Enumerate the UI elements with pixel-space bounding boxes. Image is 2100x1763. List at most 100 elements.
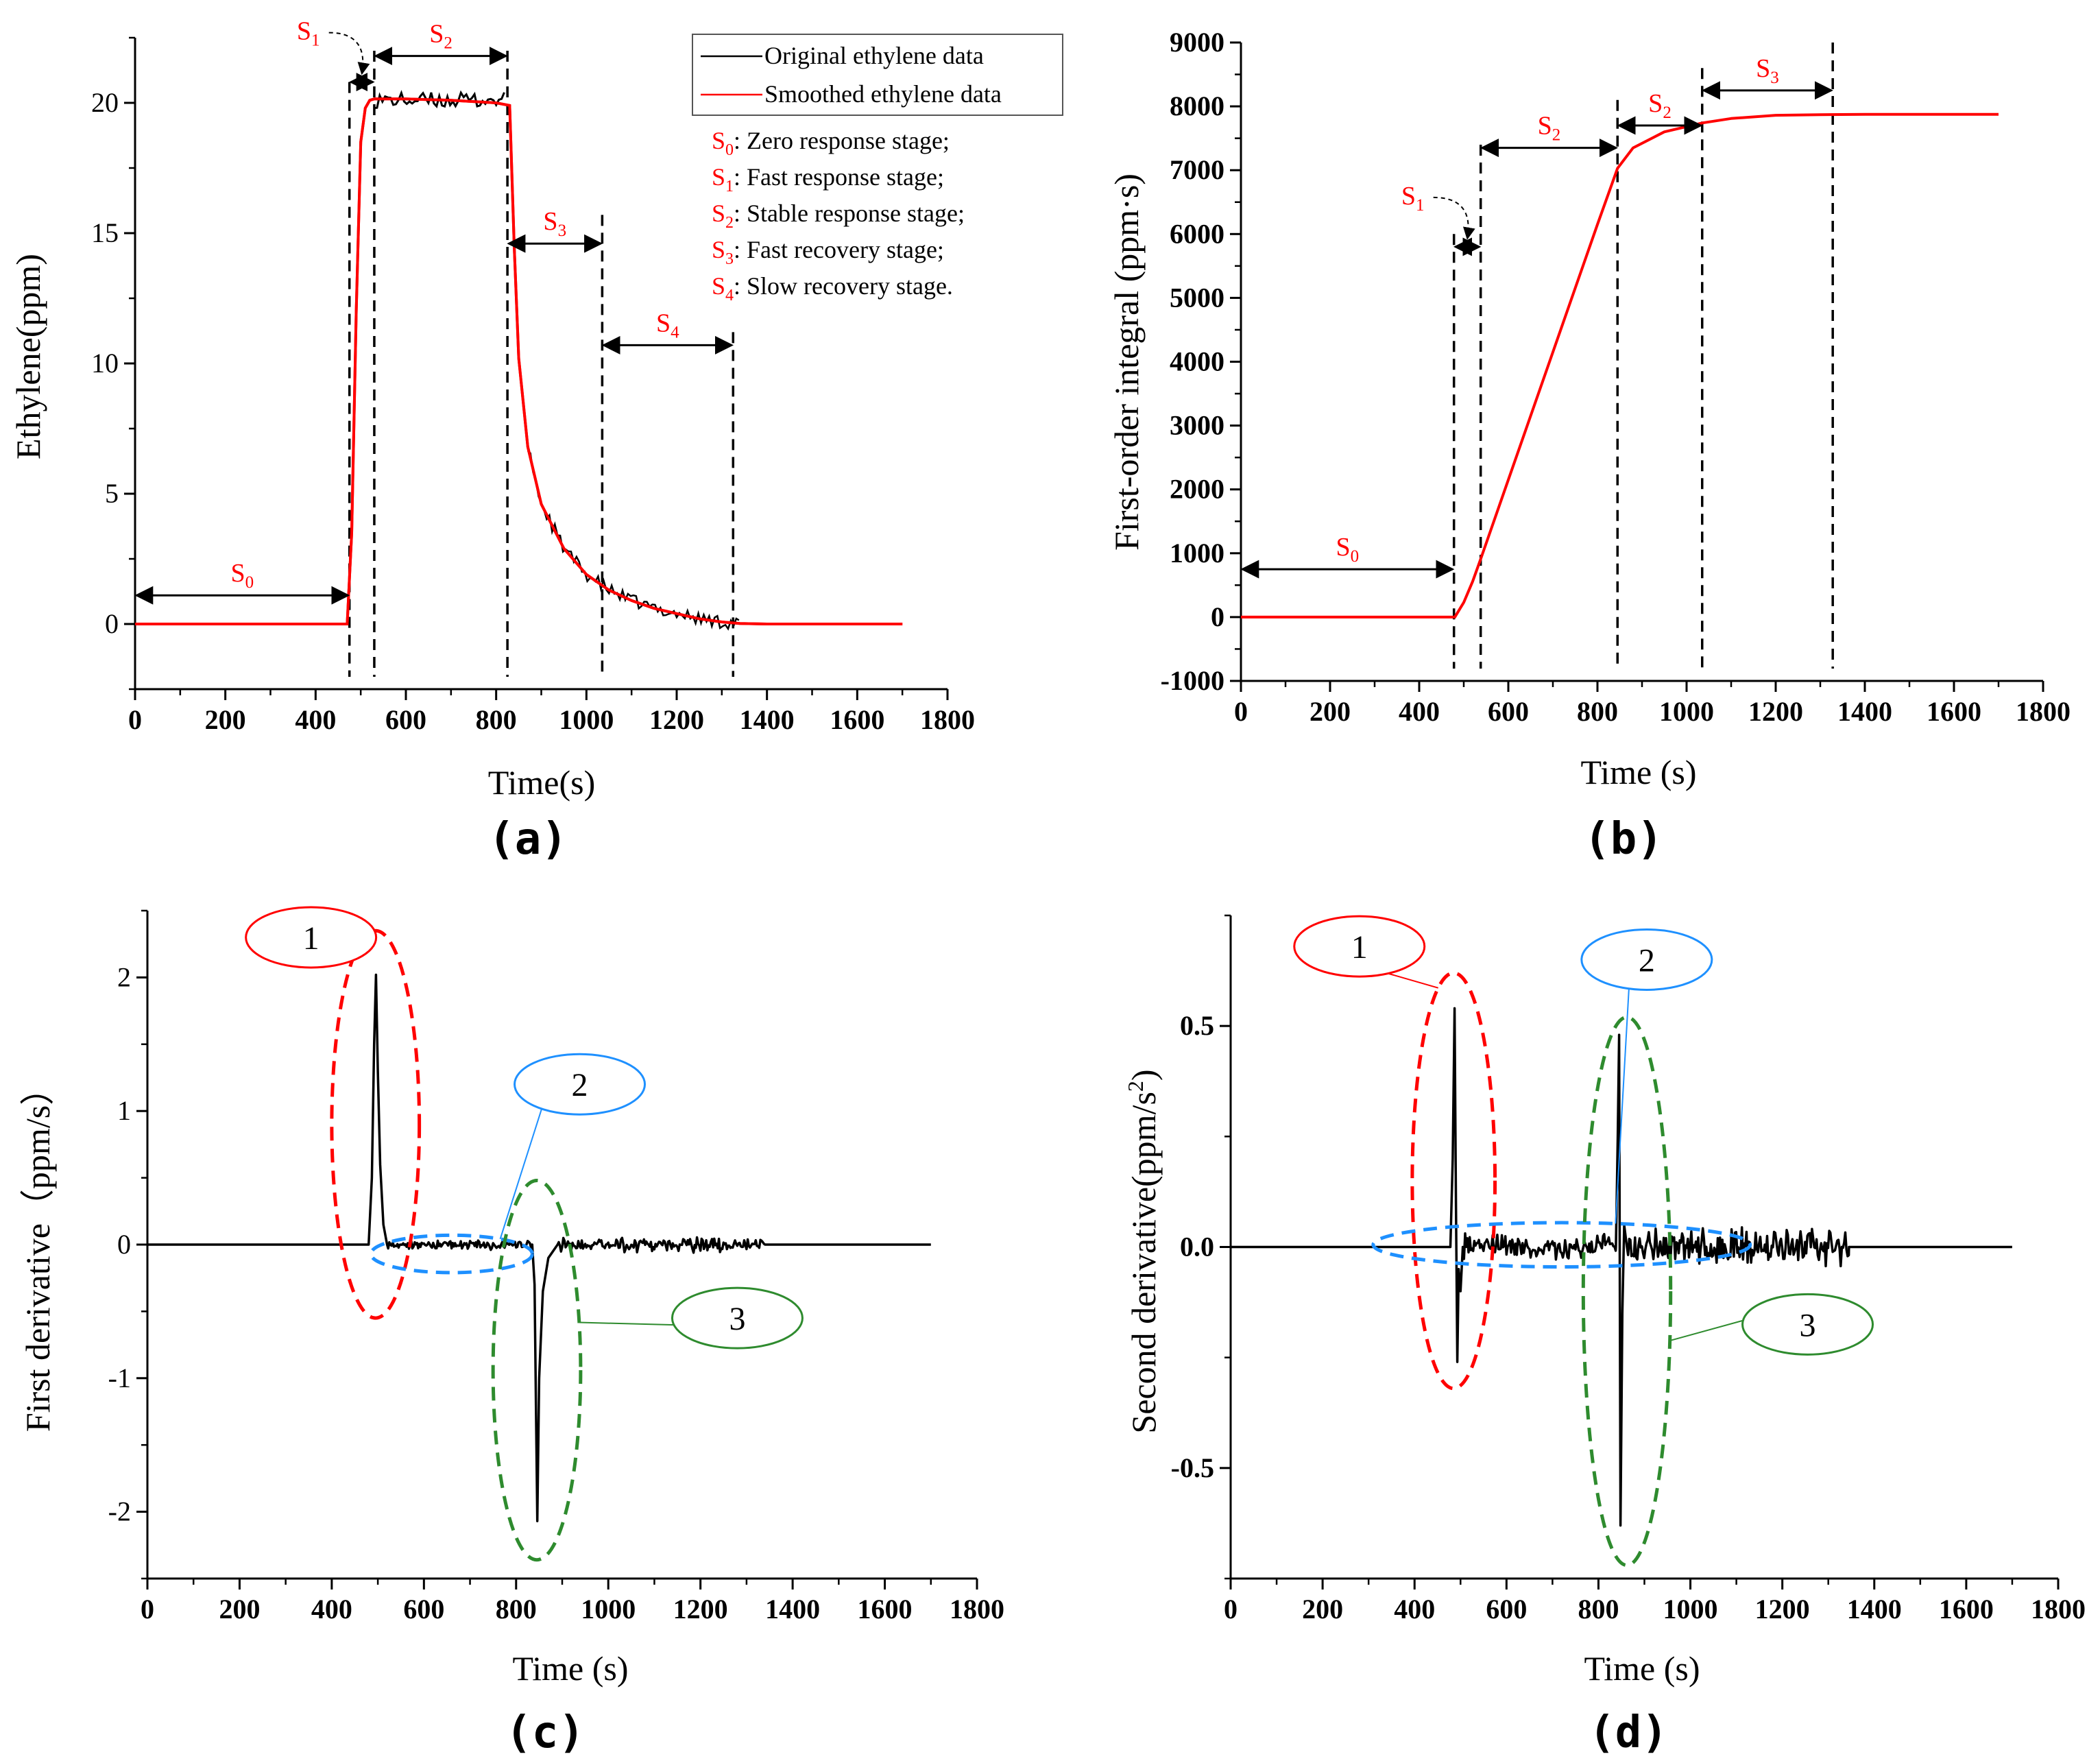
panel-a-x-tick-label: 1200	[649, 704, 704, 735]
panel-c-ylabel: First derivative（ppm/s）	[19, 1071, 57, 1432]
panel-a-legend: Original ethylene data Smoothed ethylene…	[692, 34, 1063, 116]
panel-b-series-line	[1241, 112, 1999, 619]
panel-d-annotation-number-1: 1	[1351, 929, 1368, 966]
panel-d-y-tick-label: 0.0	[1180, 1232, 1214, 1262]
panel-d-x-tick-label: 600	[1486, 1594, 1527, 1624]
panel-d-annotation-ellipse-2	[1371, 1221, 1752, 1269]
panel-a-x-tick-label: 400	[295, 704, 336, 735]
panel-d: 0 200 400 600 800 1000 1200 1400 1600 1800 -0.5 0.0…	[1123, 914, 2086, 1758]
stage-legend-s2-desc: : Stable response stage;	[734, 200, 965, 227]
panel-a-stage-label: S1	[297, 17, 320, 50]
panel-c-y-tick-label: -1	[108, 1363, 131, 1393]
panel-b-y-tick-label: 4000	[1170, 346, 1224, 377]
stage-legend-s4: S4: Slow recovery stage.	[712, 272, 953, 304]
panel-c-annotation-number-1: 1	[303, 920, 319, 957]
stage-legend-s4-sym: S	[712, 272, 725, 300]
panel-a-x-tick-label: 0	[128, 704, 142, 735]
panel-c-annotation-number-2: 2	[572, 1067, 588, 1103]
panel-d-annotation-ellipse-1	[1410, 971, 1497, 1391]
panel-b-y-tick-label: 7000	[1170, 154, 1224, 185]
panel-d-x-tick-label: 0	[1224, 1594, 1238, 1624]
panel-d-annotation-leader-3	[1669, 1319, 1748, 1342]
panel-b-x-tick-label: 1000	[1659, 696, 1714, 727]
panel-d-series-line	[1231, 1007, 2012, 1527]
panel-d-annotation-number-3: 3	[1800, 1307, 1816, 1343]
panel-a-smoothed-line	[135, 97, 903, 625]
stage-legend-s2: S2: Stable response stage;	[712, 200, 965, 232]
panel-c-x-tick-label: 1400	[765, 1594, 820, 1624]
panel-b-x-tick-label: 600	[1488, 696, 1529, 727]
panel-c-annotation-ellipse-2	[369, 1233, 534, 1275]
stage-legend-s4-desc: : Slow recovery stage.	[734, 272, 953, 300]
panel-c-y-tick-label: 2	[117, 961, 131, 992]
panel-a-y-tick-label: 5	[105, 478, 119, 509]
panel-c-x-tick-label: 1200	[673, 1594, 728, 1624]
panel-a-stage-label: S3	[543, 207, 566, 240]
panel-a-stage-label: S2	[429, 20, 452, 53]
panel-c-x-tick-label: 400	[311, 1594, 352, 1624]
panel-a-original-line-recovery	[527, 450, 740, 631]
stage-legend-s0-sub: 0	[725, 141, 734, 159]
stage-legend-s1: S1: Fast response stage;	[712, 163, 944, 195]
panel-c-y-tick-label: -2	[108, 1496, 131, 1527]
panel-c-x-tick-label: 0	[141, 1594, 154, 1624]
panel-d-annotation-badge-2	[1580, 928, 1713, 991]
panel-b-stage-label: S0	[1336, 533, 1360, 566]
panel-c-plot: 0 200 400 600 800 1000 1200 1400 1600 1800 -2 -1 0 1 2…	[108, 906, 1004, 1624]
panel-b-stage-label: S3	[1756, 54, 1779, 87]
panel-d-x-tick-label: 800	[1578, 1594, 1619, 1624]
panel-c: 0 200 400 600 800 1000 1200 1400 1600 1800 -2 -1 0 1 2…	[19, 906, 1004, 1758]
panel-b-y-tick-label: 5000	[1170, 282, 1224, 313]
panel-b-x-tick-label: 0	[1234, 696, 1248, 727]
panel-a-y-tick-label: 0	[105, 608, 119, 639]
stage-legend-s3-sub: 3	[725, 250, 734, 268]
panel-c-annotation-badge-2	[514, 1053, 647, 1116]
stage-legend-s3-desc: : Fast recovery stage;	[734, 236, 944, 263]
panel-b-stage-label: S2	[1538, 112, 1561, 145]
panel-a-x-tick-label: 200	[205, 704, 246, 735]
panel-c-annotation-ellipse-3	[491, 1178, 583, 1562]
panel-c-x-tick-label: 1800	[950, 1594, 1004, 1624]
stage-legend-s2-sym: S	[712, 200, 725, 227]
panel-a-y-tick-label: 20	[91, 87, 119, 118]
stage-legend-s0: S0: Zero response stage;	[712, 127, 950, 159]
panel-a-plot: 0 200 400 600 800 1000 1200 1400 1600 18000510152…	[91, 17, 975, 735]
panel-c-y-tick-label: 1	[117, 1095, 131, 1126]
stage-legend-s1-sym: S	[712, 163, 725, 191]
panel-b-x-tick-label: 1800	[2016, 696, 2071, 727]
panel-b-x-tick-label: 1600	[1927, 696, 1981, 727]
panel-a: 0 200 400 600 800 1000 1200 1400 1600 18000510152…	[9, 17, 1063, 865]
panel-c-series-line	[147, 973, 931, 1522]
panel-b-xlabel: Time (s)	[1580, 753, 1696, 791]
panel-c-annotation-number-3: 3	[729, 1301, 745, 1337]
panel-a-xlabel: Time(s)	[488, 763, 596, 802]
legend-frame	[692, 34, 1063, 116]
panel-b-ylabel: First-order integral (ppm·s)	[1107, 173, 1146, 551]
panel-a-stage-label: S4	[656, 309, 679, 341]
panel-a-label: (a)	[488, 814, 568, 865]
panel-b-y-tick-label: 0	[1211, 601, 1224, 632]
panel-b-x-tick-label: 200	[1310, 696, 1351, 727]
panel-b-y-tick-label: 2000	[1170, 474, 1224, 505]
panel-b-x-tick-label: 1200	[1748, 696, 1803, 727]
panel-a-x-tick-label: 1800	[920, 704, 975, 735]
panel-b-x-tick-label: 1400	[1837, 696, 1892, 727]
panel-d-x-tick-label: 1400	[1847, 1594, 1902, 1624]
stage-legend: S0: Zero response stage; S1: Fast respon…	[712, 127, 965, 304]
panel-a-x-tick-label: 1600	[830, 704, 884, 735]
panel-c-x-tick-label: 1000	[581, 1594, 636, 1624]
panel-d-xlabel: Time (s)	[1584, 1649, 1700, 1688]
panel-b-y-tick-label: 8000	[1170, 91, 1224, 121]
panel-d-y-tick-label: 0.5	[1180, 1010, 1214, 1041]
stage-legend-s4-sub: 4	[725, 287, 734, 304]
panel-c-annotation-leader-2	[499, 1105, 544, 1240]
stage-legend-s3-sym: S	[712, 236, 725, 263]
panel-d-x-tick-label: 1800	[2031, 1594, 2086, 1624]
panel-a-x-tick-label: 1400	[740, 704, 795, 735]
panel-d-annotation-number-2: 2	[1639, 942, 1655, 979]
panel-d-x-tick-label: 1000	[1663, 1594, 1718, 1624]
panel-d-annotation-ellipse-3	[1581, 1015, 1673, 1568]
panel-b-x-tick-label: 400	[1399, 696, 1440, 727]
panel-d-annotation-badge-1	[1293, 915, 1426, 978]
